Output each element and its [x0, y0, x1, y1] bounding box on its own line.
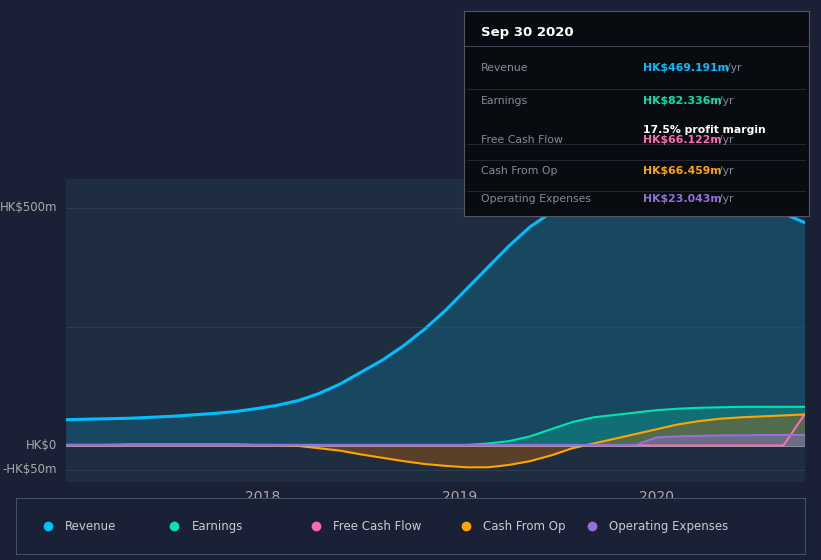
Text: Free Cash Flow: Free Cash Flow — [333, 520, 422, 533]
Text: Earnings: Earnings — [481, 96, 528, 106]
Text: /yr: /yr — [719, 96, 733, 106]
Text: /yr: /yr — [719, 194, 733, 204]
Text: Revenue: Revenue — [66, 520, 117, 533]
Text: 17.5% profit margin: 17.5% profit margin — [643, 125, 766, 135]
Text: HK$0: HK$0 — [26, 440, 57, 452]
Text: HK$66.122m: HK$66.122m — [643, 135, 722, 145]
Text: /yr: /yr — [719, 166, 733, 176]
Text: Operating Expenses: Operating Expenses — [609, 520, 728, 533]
Text: HK$500m: HK$500m — [0, 201, 57, 214]
Text: /yr: /yr — [719, 135, 733, 145]
Text: /yr: /yr — [727, 63, 741, 73]
Text: Cash From Op: Cash From Op — [481, 166, 557, 176]
Text: HK$82.336m: HK$82.336m — [643, 96, 722, 106]
Text: HK$469.191m: HK$469.191m — [643, 63, 729, 73]
Text: HK$23.043m: HK$23.043m — [643, 194, 722, 204]
Text: HK$66.459m: HK$66.459m — [643, 166, 722, 176]
Text: Earnings: Earnings — [191, 520, 243, 533]
Text: Revenue: Revenue — [481, 63, 529, 73]
Text: Sep 30 2020: Sep 30 2020 — [481, 26, 574, 39]
Text: Free Cash Flow: Free Cash Flow — [481, 135, 563, 145]
Text: Operating Expenses: Operating Expenses — [481, 194, 591, 204]
Text: Cash From Op: Cash From Op — [483, 520, 566, 533]
Text: -HK$50m: -HK$50m — [2, 463, 57, 476]
